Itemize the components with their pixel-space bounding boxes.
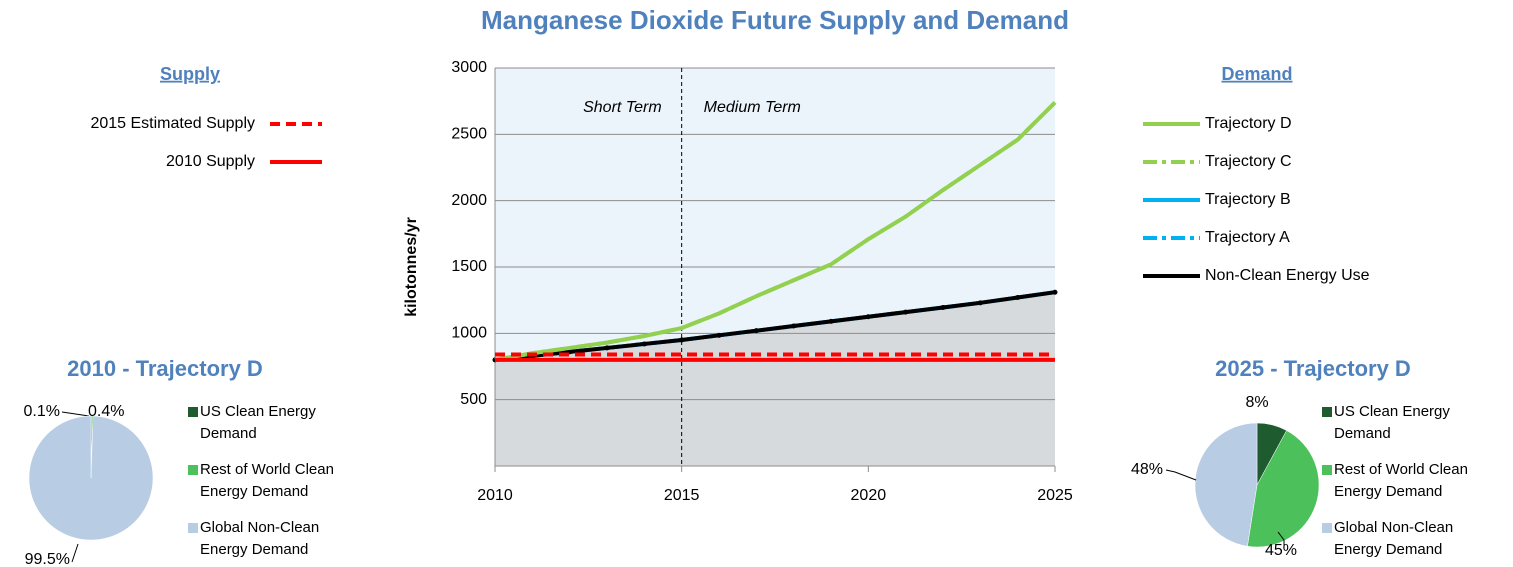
legend-label: US Clean Energy Demand xyxy=(200,403,316,442)
legend-swatch xyxy=(188,407,198,417)
marker xyxy=(1015,295,1021,301)
leader-line xyxy=(61,411,90,417)
data-label: 0.4% xyxy=(88,403,124,420)
leader-line xyxy=(1277,531,1285,548)
marker xyxy=(604,345,610,351)
area xyxy=(495,292,1055,466)
marker xyxy=(1052,289,1058,295)
legend-swatch xyxy=(188,465,198,475)
legend-label: Global Non-Clean Energy Demand xyxy=(200,519,320,558)
legend-label: Non-Clean Energy Use xyxy=(1205,267,1370,284)
pie-slice xyxy=(28,415,154,541)
legend-label: Global Non-Clean Energy Demand xyxy=(1334,519,1454,558)
line xyxy=(494,290,1056,362)
y-tick-label: 1500 xyxy=(451,258,487,275)
marker xyxy=(865,314,871,320)
y-tick-label: 2500 xyxy=(451,126,487,143)
x-tick-label: 2020 xyxy=(851,487,887,504)
data-label: 48% xyxy=(1131,461,1163,478)
legend-label: 2015 Estimated Supply xyxy=(90,115,255,132)
y-tick-label: 2000 xyxy=(451,192,487,209)
legend-label: Rest of World Clean Energy Demand xyxy=(200,461,334,500)
y-axis-label: kilotonnes/yr xyxy=(403,217,420,317)
x-tick-label: 2015 xyxy=(664,487,700,504)
annotation: Short Term xyxy=(583,99,662,116)
legend-label: Trajectory B xyxy=(1205,191,1291,208)
leader-line xyxy=(1165,469,1197,481)
y-tick-label: 3000 xyxy=(451,59,487,76)
marker xyxy=(641,341,647,347)
data-label: 45% xyxy=(1265,542,1297,559)
data-label: 8% xyxy=(1245,394,1268,411)
chart-title: Manganese Dioxide Future Supply and Dema… xyxy=(481,5,1069,35)
legend-swatch xyxy=(1322,407,1332,417)
pie-title: 2025 - Trajectory D xyxy=(1215,356,1411,381)
marker xyxy=(679,337,685,343)
legend-label: Rest of World Clean Energy Demand xyxy=(1334,461,1468,500)
marker xyxy=(828,318,834,324)
marker xyxy=(716,332,722,338)
pie-slice xyxy=(1194,422,1258,547)
x-tick-label: 2010 xyxy=(477,487,513,504)
legend-swatch xyxy=(188,523,198,533)
pie-title: 2010 - Trajectory D xyxy=(67,356,263,381)
marker xyxy=(940,304,946,310)
x-tick-label: 2025 xyxy=(1037,487,1073,504)
marker xyxy=(903,309,909,315)
line xyxy=(494,101,1057,362)
marker xyxy=(977,300,983,306)
marker xyxy=(753,328,759,334)
y-tick-label: 1000 xyxy=(451,325,487,342)
legend-label: Trajectory C xyxy=(1205,153,1292,170)
data-label: 99.5% xyxy=(25,551,70,567)
leader-line xyxy=(71,543,79,563)
legend-label: Trajectory A xyxy=(1205,229,1290,246)
y-tick-label: 500 xyxy=(460,391,487,408)
supply-title: Supply xyxy=(160,64,220,84)
legend-label: 2010 Supply xyxy=(166,153,255,170)
legend-swatch xyxy=(1322,465,1332,475)
annotation: Medium Term xyxy=(704,99,801,116)
legend-swatch xyxy=(1322,523,1332,533)
demand-title: Demand xyxy=(1221,64,1292,84)
legend-label: Trajectory D xyxy=(1205,115,1292,132)
pie-slice xyxy=(1247,430,1320,548)
data-label: 0.1% xyxy=(24,403,60,420)
marker xyxy=(791,323,797,329)
legend-label: US Clean Energy Demand xyxy=(1334,403,1450,442)
